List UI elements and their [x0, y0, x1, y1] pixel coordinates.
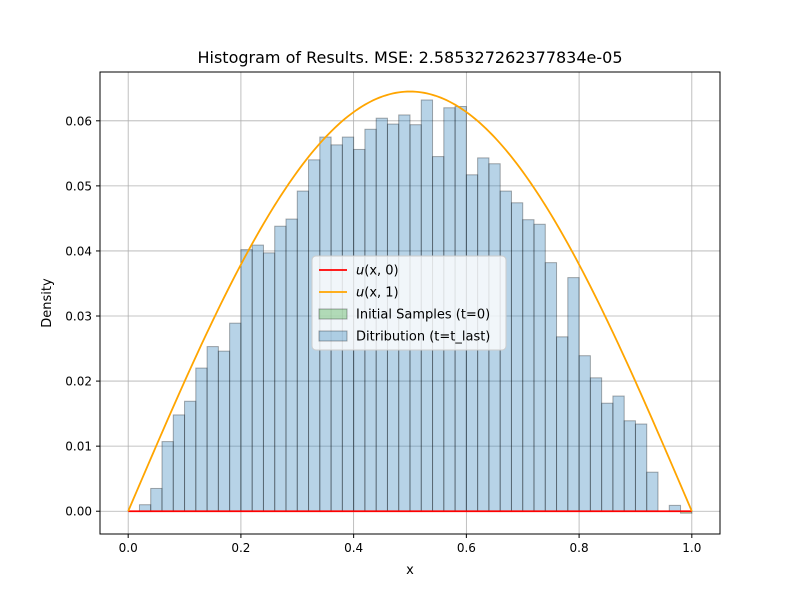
legend-label: u(x, 0): [356, 264, 399, 279]
axis-ticks: 0.0 0.2 0.4 0.6 0.8 1.0 0.00 0.01 0.02 0.03 0.04 0.…: [65, 114, 701, 555]
histogram-bar: [623, 420, 636, 512]
x-tick-label: 0.6: [457, 541, 476, 555]
histogram-bar: [544, 262, 558, 512]
x-tick-label: 1.0: [682, 541, 701, 555]
histogram-bar: [274, 225, 287, 512]
histogram-bar: [578, 355, 591, 512]
histogram-bar: [184, 400, 197, 512]
y-tick-label: 0.01: [65, 440, 92, 454]
histogram-bar: [229, 322, 242, 512]
y-tick-label: 0.00: [65, 505, 92, 519]
axes-frame: [99, 71, 721, 535]
histogram-bar: [262, 252, 276, 512]
x-tick-label: 0.2: [231, 541, 250, 555]
y-tick-label: 0.02: [65, 375, 92, 389]
legend-label: Ditribution (t=t_last): [356, 330, 490, 345]
x-tick-label: 0.0: [119, 541, 138, 555]
y-tick-label: 0.05: [65, 179, 92, 193]
histogram-bar: [138, 504, 152, 512]
histogram-bar: [589, 377, 603, 512]
histogram-bar: [161, 441, 174, 512]
histogram-bar: [634, 423, 648, 512]
x-axis-label: x: [406, 563, 414, 578]
histogram-bar: [285, 218, 298, 512]
legend: u(x, 0)u(x, 1)Initial Samples (t=0)Ditri…: [311, 255, 507, 351]
chart-title: Histogram of Results. MSE: 2.58532726237…: [197, 48, 622, 67]
legend-label-symbol: u: [356, 286, 364, 301]
histogram-bar: [601, 402, 614, 512]
legend-swatch-patch: [318, 330, 348, 342]
histogram-bar: [240, 249, 253, 512]
legend-label-symbol: u: [356, 264, 364, 279]
histogram-bar: [217, 350, 231, 512]
legend-box: [311, 255, 507, 351]
histogram-bar: [556, 336, 569, 512]
y-tick-label: 0.04: [65, 244, 92, 258]
histogram-bar: [499, 190, 512, 512]
y-tick-label: 0.03: [65, 310, 92, 324]
histogram-bar: [510, 202, 524, 512]
histogram-bar: [646, 471, 659, 512]
histogram-bar: [150, 487, 163, 512]
histogram-bar: [172, 414, 186, 512]
histogram-bar: [567, 277, 580, 512]
legend-label-args: (x, 1): [364, 286, 398, 301]
legend-label-args: (x, 0): [364, 264, 398, 279]
legend-label: u(x, 1): [356, 286, 399, 301]
histogram-bar: [206, 346, 219, 512]
histogram-bar: [296, 190, 310, 512]
y-tick-label: 0.06: [65, 114, 92, 128]
histogram-bar: [522, 219, 535, 512]
legend-swatch-patch: [318, 308, 348, 320]
y-axis-label: Density: [40, 278, 55, 328]
histogram-bar: [533, 223, 546, 512]
curves: [127, 90, 693, 513]
legend-label: Initial Samples (t=0): [356, 308, 490, 323]
x-tick-label: 0.4: [344, 541, 363, 555]
histogram-bar: [612, 395, 625, 512]
histogram-bar: [195, 367, 208, 512]
series-line: [127, 90, 693, 512]
histogram-bar: [251, 244, 264, 512]
x-tick-label: 0.8: [570, 541, 589, 555]
